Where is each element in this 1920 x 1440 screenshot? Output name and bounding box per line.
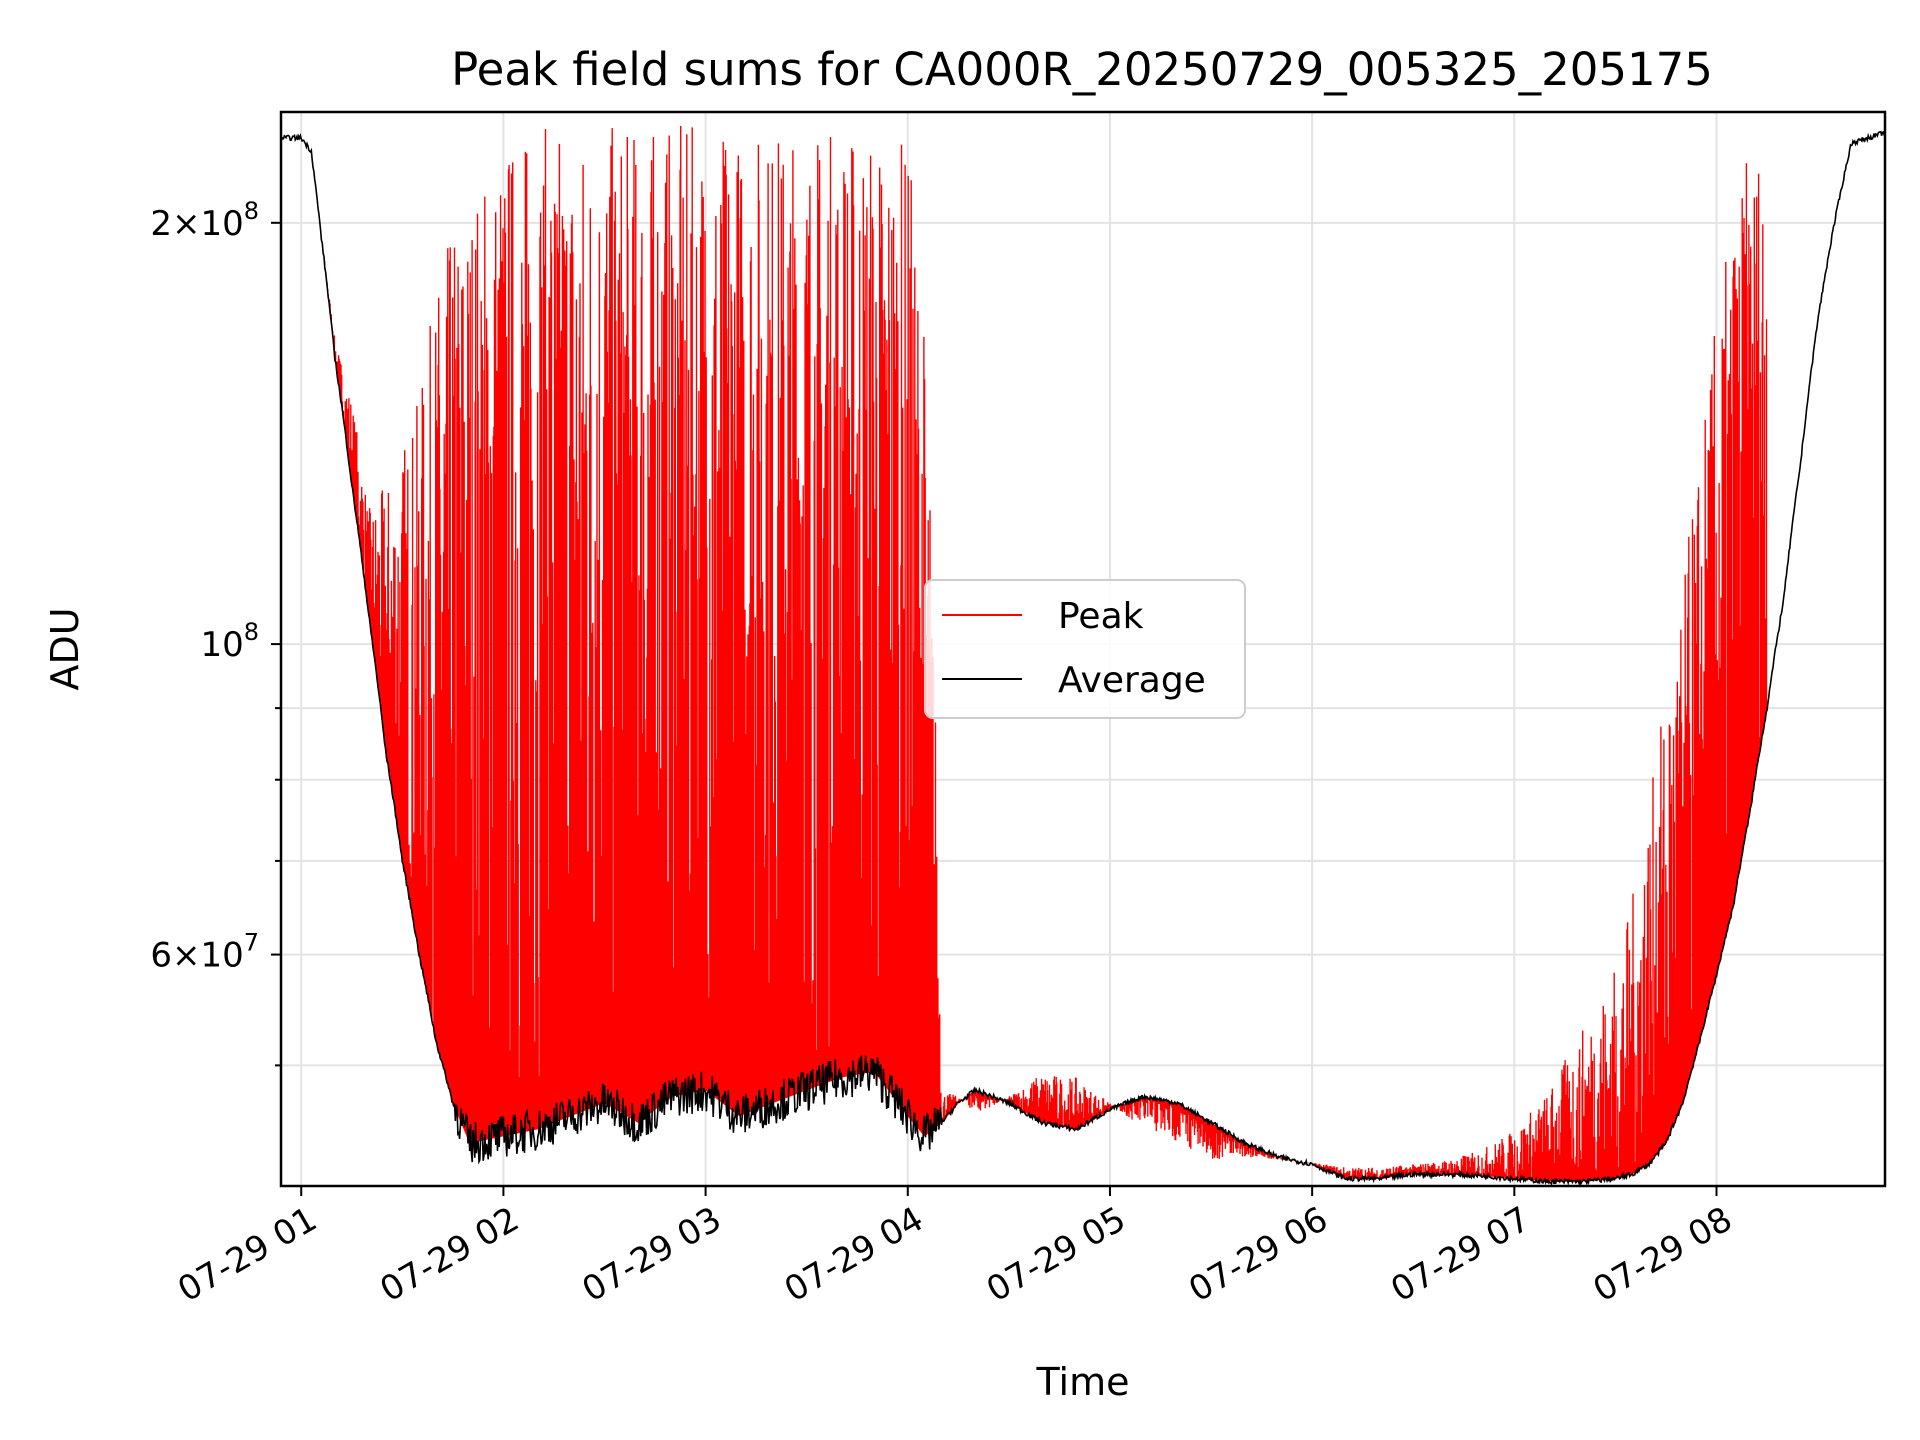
series-average bbox=[280, 130, 1886, 1187]
legend-peak-label: Peak bbox=[1058, 596, 1144, 637]
y-tick-label: 2×108 bbox=[150, 197, 259, 244]
x-tick-label: 07-29 01 bbox=[171, 1199, 323, 1310]
chart-title: Peak field sums for CA000R_20250729_0053… bbox=[451, 43, 1713, 96]
average-line bbox=[280, 130, 1886, 1187]
x-tick-label: 07-29 04 bbox=[778, 1199, 930, 1310]
y-tick-label: 108 bbox=[200, 618, 259, 665]
x-tick-label: 07-29 05 bbox=[980, 1199, 1132, 1310]
y-axis: 2×108 108 6×107 bbox=[150, 197, 281, 1067]
x-axis: 07-29 01 07-29 02 07-29 03 07-29 04 07-29 05… bbox=[171, 1186, 1739, 1310]
x-tick-label: 07-29 02 bbox=[374, 1199, 526, 1310]
x-axis-label: Time bbox=[1036, 1360, 1130, 1404]
x-tick-label: 07-29 08 bbox=[1587, 1199, 1739, 1310]
y-tick-label: 6×107 bbox=[150, 929, 259, 976]
plot-frame bbox=[279, 110, 1887, 1188]
plot-area bbox=[280, 126, 1886, 1187]
legend-average-label: Average bbox=[1058, 660, 1206, 701]
y-axis-label: ADU bbox=[43, 607, 87, 690]
x-tick-label: 07-29 06 bbox=[1182, 1199, 1334, 1310]
x-tick-label: 07-29 07 bbox=[1384, 1199, 1536, 1310]
x-tick-label: 07-29 03 bbox=[576, 1199, 728, 1310]
legend: Peak Average bbox=[924, 579, 1246, 719]
